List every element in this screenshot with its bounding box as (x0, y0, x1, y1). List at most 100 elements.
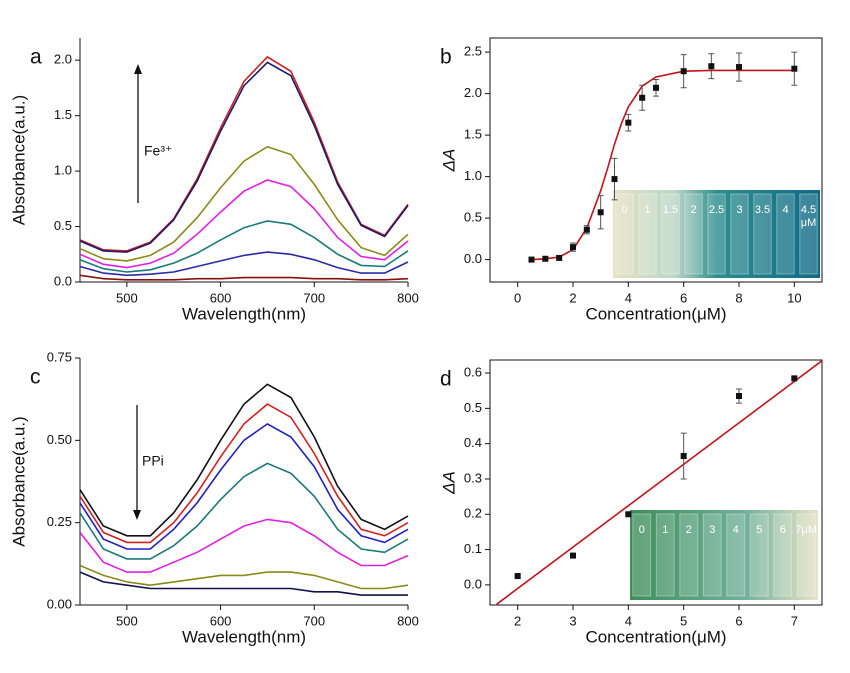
data-point (528, 256, 535, 263)
x-tick-label: 800 (397, 290, 419, 305)
inset-label: 7μM (795, 524, 817, 536)
vial (702, 513, 722, 597)
plot-frame (489, 37, 823, 283)
data-point (639, 94, 646, 101)
annotation: Fe³⁺ (144, 143, 172, 159)
inset-label: 0 (639, 524, 645, 536)
panel-label: b (440, 46, 452, 69)
vial (684, 193, 703, 275)
panel-label: a (30, 46, 42, 69)
inset-label: 2 (690, 204, 696, 216)
data-point (708, 63, 715, 70)
inset-label: 2 (686, 524, 692, 536)
x-tick-label: 8 (735, 290, 742, 305)
vial (679, 513, 699, 597)
vial (776, 193, 795, 275)
inset-label: 0 (621, 204, 627, 216)
x-tick-label: 7 (791, 613, 798, 628)
data-point (791, 65, 798, 72)
y-tick-label: 0.25 (47, 514, 72, 529)
spectrum (79, 251, 409, 277)
spectrum (79, 179, 409, 269)
inset-label: 4.5 (801, 204, 816, 216)
x-axis-title: Concentration(μM) (585, 627, 726, 646)
spectrum (79, 274, 409, 281)
plot-frame (489, 359, 823, 606)
vial (638, 193, 657, 275)
vial (730, 193, 749, 275)
y-tick-label: 0.0 (54, 273, 72, 288)
y-tick-label: 0.2 (464, 506, 482, 521)
y-tick-label: 1.5 (54, 107, 72, 122)
vial (726, 513, 746, 597)
vial (661, 193, 680, 275)
inset-label: 1 (644, 204, 650, 216)
y-tick-label: 1.5 (464, 127, 482, 142)
spectrum (79, 220, 409, 273)
panel-label: d (440, 368, 452, 391)
data-point (736, 393, 742, 400)
data-point (597, 209, 604, 216)
x-tick-label: 10 (787, 290, 801, 305)
x-tick-label: 500 (116, 613, 138, 628)
inset-unit: μM (801, 217, 817, 229)
spectrum (79, 145, 409, 262)
y-tick-label: 0.00 (47, 596, 72, 611)
y-tick-label: 0.0 (464, 251, 482, 266)
y-tick-label: 2.5 (464, 44, 482, 59)
inset-label: 3 (736, 204, 742, 216)
spectrum (79, 462, 409, 560)
y-axis-title: Absorbance(a.u.) (9, 416, 28, 546)
x-tick-label: 6 (735, 613, 742, 628)
spectrum (79, 383, 409, 537)
data-point (611, 176, 618, 183)
data-point (542, 255, 549, 262)
inset-label: 6 (780, 524, 786, 536)
data-point (653, 84, 659, 91)
spectrum (79, 422, 409, 550)
data-point (736, 64, 742, 71)
annotation: PPi (142, 453, 164, 469)
data-point (570, 552, 576, 559)
inset-label: 3 (709, 524, 715, 536)
spectrum (79, 518, 409, 573)
inset-label: 5 (756, 524, 762, 536)
y-axis-title: Absorbance(a.u.) (9, 95, 28, 225)
vial (796, 513, 816, 597)
y-tick-label: 2.0 (464, 85, 482, 100)
y-tick-label: 0.3 (464, 470, 482, 485)
x-tick-label: 6 (680, 290, 687, 305)
inset-label: 1 (662, 524, 668, 536)
y-tick-label: 0.50 (47, 432, 72, 447)
vial (773, 513, 793, 597)
vial (799, 193, 818, 275)
y-tick-label: 0.5 (54, 218, 72, 233)
y-tick-label: 0.75 (47, 349, 72, 364)
data-point (791, 375, 798, 382)
fit-line (531, 69, 795, 261)
panel-label: c (30, 366, 41, 389)
vial (655, 513, 675, 597)
vial (749, 513, 769, 597)
y-tick-label: 0.4 (464, 435, 482, 450)
data-point (680, 68, 687, 75)
x-axis-title: Wavelength(nm) (182, 627, 306, 646)
inset-label: 1.5 (663, 204, 678, 216)
x-tick-label: 4 (625, 613, 632, 628)
x-axis-title: Concentration(μM) (585, 304, 726, 323)
x-tick-label: 0 (514, 290, 521, 305)
inset-photo (613, 190, 820, 278)
x-tick-label: 3 (569, 613, 576, 628)
data-point (556, 254, 563, 261)
y-tick-label: 0.0 (464, 576, 482, 591)
x-tick-label: 700 (303, 290, 325, 305)
y-tick-label: 2.0 (54, 52, 72, 67)
data-point (625, 119, 632, 126)
y-tick-label: 0.6 (464, 364, 482, 379)
y-tick-label: 0.1 (464, 541, 482, 556)
vial (615, 193, 634, 275)
arrow-head (134, 64, 142, 74)
x-tick-label: 600 (210, 613, 232, 628)
data-point (583, 226, 590, 233)
